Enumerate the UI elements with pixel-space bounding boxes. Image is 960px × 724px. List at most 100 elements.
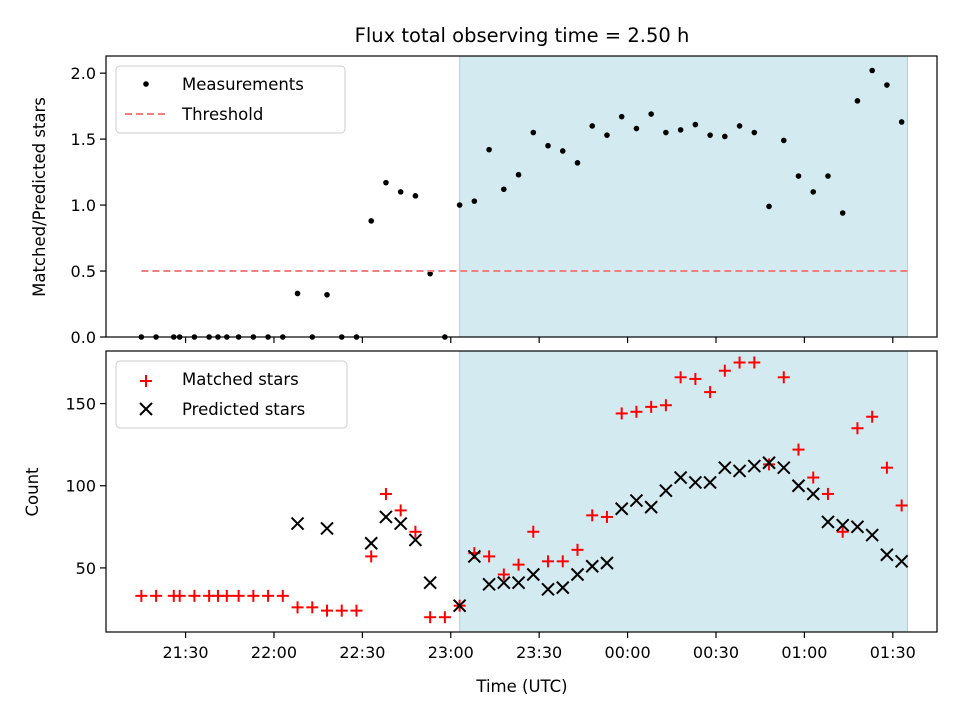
bottom-panel-frame	[105, 350, 938, 633]
predicted-stars-point	[585, 559, 599, 573]
measurement-point	[471, 198, 478, 204]
measurement-point	[663, 129, 669, 136]
legend-plus-marker	[140, 375, 152, 387]
measurement-point	[559, 148, 566, 154]
measurement-point	[648, 111, 654, 117]
legend-entry-threshold: Threshold	[181, 105, 263, 124]
measurement-point	[383, 179, 389, 186]
predicted-stars-point	[526, 567, 540, 582]
matched-stars-point	[718, 364, 731, 377]
matched-stars-point	[792, 443, 805, 456]
matched-stars-point	[895, 499, 908, 512]
measurement-point	[501, 186, 507, 193]
measurement-point	[515, 171, 522, 178]
predicted-stars-point	[644, 500, 658, 514]
measurement-point	[722, 133, 728, 140]
predicted-stars-point	[821, 515, 835, 529]
measurement-point	[427, 270, 433, 277]
legend-frame	[115, 65, 346, 134]
x-tick-label: 23:30	[516, 643, 562, 662]
bottom-panel-x-axis: 21:30 22:00 22:30 23:00 23:30 00:00 00:30 01:00…	[163, 632, 916, 662]
matched-stars-point	[689, 372, 702, 385]
matched-stars-point	[394, 504, 407, 517]
predicted-stars-point	[511, 575, 526, 590]
measurement-point	[574, 160, 581, 166]
bottom-panel-ylabel: Count	[23, 467, 42, 517]
predicted-stars-point	[850, 520, 865, 534]
y-tick-label: 0.5	[71, 262, 96, 281]
predicted-stars-point	[762, 456, 776, 470]
y-tick-label: 1.5	[71, 130, 96, 149]
legend-frame	[115, 360, 348, 429]
predicted-stars-point	[452, 599, 467, 613]
legend-dot-marker	[143, 81, 149, 87]
matched-stars-point	[880, 461, 893, 474]
predicted-stars-point	[659, 483, 673, 498]
predicted-stars-point	[791, 479, 806, 493]
matched-stars-point	[807, 471, 820, 484]
matched-stars-point	[262, 589, 275, 602]
matched-stars-point	[659, 399, 672, 412]
predicted-stars-point	[880, 548, 894, 562]
y-tick-label: 2.0	[71, 64, 96, 83]
measurement-point	[456, 202, 463, 208]
matched-stars-point	[220, 589, 233, 602]
measurement-point	[530, 129, 537, 136]
predicted-stars-point	[393, 516, 408, 531]
matched-stars-point	[321, 604, 334, 617]
measurement-point	[707, 132, 713, 138]
bottom-panel-legend: Matched stars Predicted stars	[115, 360, 348, 429]
measurement-point	[412, 193, 419, 199]
matched-stars-point	[615, 407, 628, 420]
predicted-stars-point	[777, 460, 791, 475]
x-tick-label: 01:30	[870, 643, 916, 662]
measurement-point	[633, 125, 640, 132]
predicted-stars-point	[467, 549, 482, 564]
measurement-point	[898, 119, 905, 125]
predicted-stars-point	[865, 528, 879, 542]
matched-stars-point	[232, 589, 245, 602]
top-panel-frame	[105, 55, 938, 338]
measurement-point	[751, 129, 758, 136]
chart-title: Flux total observing time = 2.50 h	[355, 24, 690, 47]
matched-stars-point	[777, 371, 790, 384]
bottom-panel: 50 100 150 21:30 22:00 22:30 23:00 23:30 00:00 0…	[23, 350, 938, 662]
predicted-stars-point	[541, 582, 555, 596]
predicted-stars-point	[673, 470, 688, 485]
measurement-point	[294, 290, 301, 297]
y-tick-label: 50	[76, 559, 96, 578]
predicted-stars-point	[894, 554, 909, 569]
top-panel-legend: Measurements Threshold	[115, 65, 346, 134]
predicted-stars-point	[835, 518, 850, 532]
bottom-panel-span	[459, 351, 908, 632]
matched-stars-point	[733, 356, 746, 369]
top-panel-span	[459, 56, 908, 337]
legend-entry-matched: Matched stars	[182, 370, 299, 389]
matched-stars-point	[497, 568, 510, 581]
top-panel-y-axis: 0.0 0.5 1.0 1.5 2.0	[71, 64, 106, 347]
predicted-stars-point	[423, 575, 437, 590]
matched-stars-point	[291, 601, 304, 614]
predicted-stars-point	[600, 556, 614, 570]
matched-stars-point	[483, 550, 496, 563]
measurement-point	[324, 291, 330, 298]
measurement-point	[884, 82, 890, 88]
measurement-point	[766, 203, 772, 210]
matched-stars-point	[150, 589, 163, 602]
matched-stars-point	[379, 487, 392, 500]
matched-stars-point	[438, 611, 451, 624]
measurement-point	[692, 121, 699, 128]
matched-stars-point	[630, 405, 643, 418]
measurement-point	[780, 137, 787, 144]
matched-stars-point	[188, 589, 201, 602]
predicted-stars-point	[556, 580, 570, 595]
legend-entry-measurements: Measurements	[182, 75, 304, 94]
matched-stars-point	[674, 371, 687, 384]
measurement-point	[618, 113, 625, 120]
matched-stars-point	[821, 487, 834, 500]
measurement-point	[486, 146, 492, 153]
measurement-point	[839, 210, 846, 216]
matched-stars-point	[556, 555, 569, 568]
bottom-panel-marks	[135, 356, 909, 624]
y-tick-label: 100	[65, 477, 96, 496]
